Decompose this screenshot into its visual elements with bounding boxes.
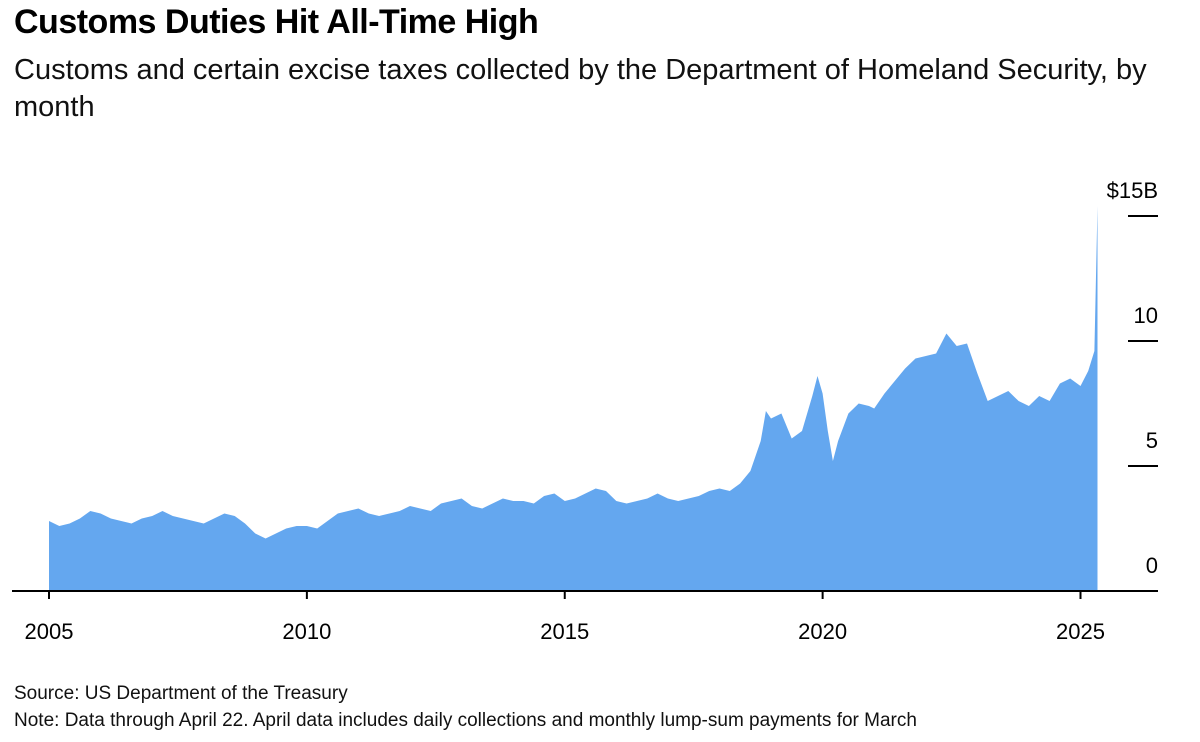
area-layer <box>49 206 1098 591</box>
y-tick-label: 0 <box>1146 553 1158 578</box>
x-axis-ticks: 2005 2010 2015 2020 2025 <box>25 591 1105 644</box>
series-area <box>49 206 1098 591</box>
x-tick-label: 2005 <box>25 619 74 644</box>
x-tick-label: 2015 <box>540 619 589 644</box>
x-tick-label: 2025 <box>1056 619 1105 644</box>
data-note: Note: Data through April 22. April data … <box>14 710 917 731</box>
chart-subtitle: Customs and certain excise taxes collect… <box>14 54 1147 123</box>
y-tick-label: $15B <box>1107 178 1158 203</box>
chart-title: Customs Duties Hit All-Time High <box>14 3 539 41</box>
x-tick-label: 2020 <box>798 619 847 644</box>
y-tick-label: 10 <box>1134 303 1158 328</box>
source-note: Source: US Department of the Treasury <box>14 683 348 704</box>
y-tick-label: 5 <box>1146 428 1158 453</box>
x-tick-label: 2010 <box>282 619 331 644</box>
y-axis-ticks: 0 5 10 $15B <box>1107 178 1158 578</box>
